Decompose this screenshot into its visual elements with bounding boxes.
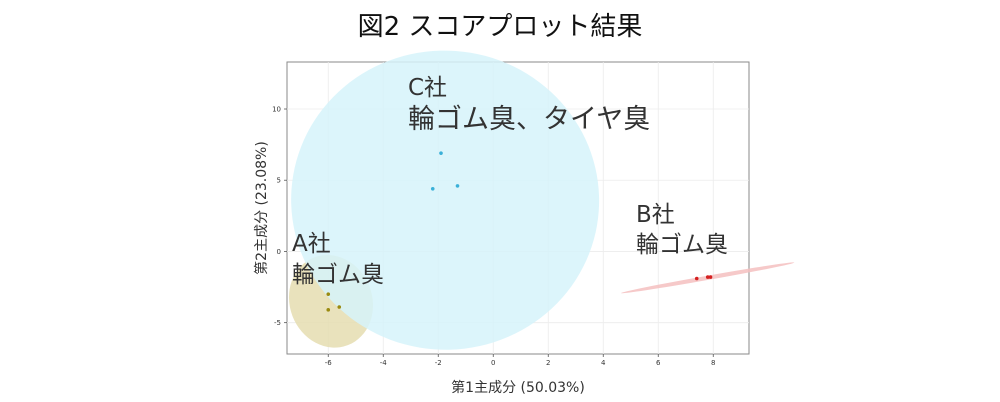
y-tick-label: 10 [272, 106, 281, 114]
point-group-b [694, 276, 699, 281]
x-tick-label: 0 [491, 359, 495, 367]
x-tick-label: -4 [380, 359, 388, 367]
x-tick-label: -6 [325, 359, 333, 367]
point-group-c [430, 186, 435, 191]
x-tick-label: -2 [435, 359, 442, 367]
annotation-a-line1: A社 [292, 231, 331, 257]
y-tick-label: -5 [274, 319, 281, 327]
x-tick-label: 8 [711, 359, 715, 367]
point-group-a [326, 308, 331, 312]
data-points [326, 151, 713, 312]
point-group-c [439, 151, 443, 155]
y-axis-label: 第2主成分 (23.08%) [253, 141, 270, 275]
point-group-b [705, 275, 710, 279]
annotation-c-line1: C社 [408, 75, 447, 101]
x-axis-ticks: -6 -4 -2 0 2 4 6 8 [325, 354, 715, 367]
annotation-b-line1: B社 [636, 202, 675, 228]
point-group-a [337, 305, 342, 309]
point-group-a [326, 292, 331, 296]
y-tick-label: 0 [277, 248, 281, 256]
x-tick-label: 6 [656, 359, 661, 367]
x-tick-label: 4 [601, 359, 606, 367]
y-tick-label: 5 [277, 177, 281, 185]
y-axis-ticks: -5 0 5 10 [272, 106, 287, 327]
annotation-c-line2: 輪ゴム臭、タイヤ臭 [408, 104, 650, 135]
annotation-a-line2: 輪ゴム臭 [292, 262, 384, 288]
chart-title: 図2 スコアプロット結果 [357, 12, 643, 42]
ellipse-group-c [291, 50, 600, 350]
x-axis-label: 第1主成分 (50.03%) [451, 379, 585, 396]
point-group-b [708, 275, 713, 279]
x-tick-label: 2 [546, 359, 550, 367]
point-group-c [455, 184, 460, 188]
annotation-b-line2: 輪ゴム臭 [636, 232, 728, 258]
